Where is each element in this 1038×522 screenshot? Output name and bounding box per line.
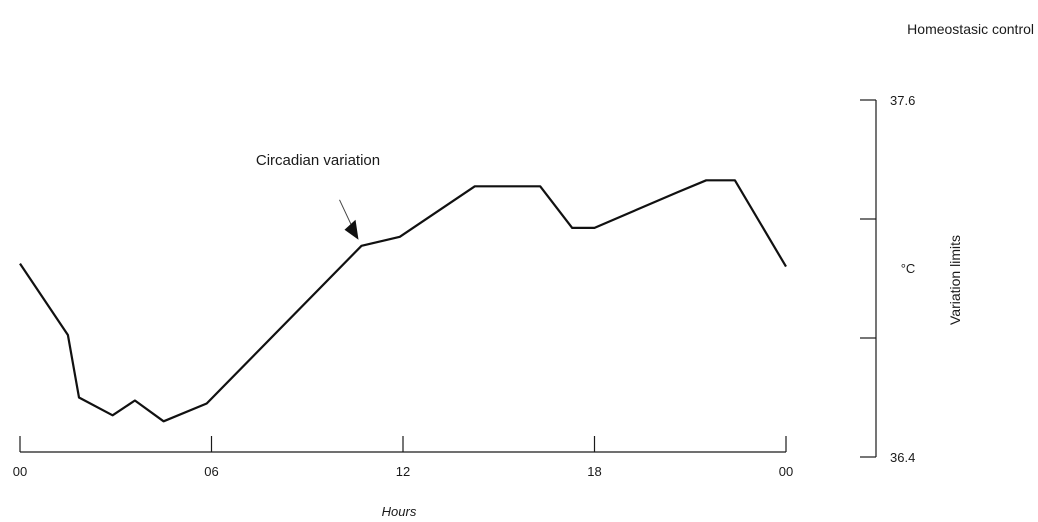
- circadian-annotation: Circadian variation: [256, 152, 380, 240]
- x-axis: 00 06 12 18 00: [13, 436, 793, 479]
- x-tick-label: 06: [204, 464, 218, 479]
- annotation-label: Circadian variation: [256, 152, 380, 169]
- annotation-arrowhead: [344, 219, 359, 240]
- y-axis: 36.4 37.6: [860, 93, 915, 465]
- y-tick-label: 36.4: [890, 450, 915, 465]
- x-axis-label: Hours: [382, 504, 417, 519]
- y-unit-label: °C: [901, 261, 916, 276]
- y-tick-label: 37.6: [890, 93, 915, 108]
- x-tick-label: 00: [779, 464, 793, 479]
- x-tick-label: 00: [13, 464, 27, 479]
- x-tick-label: 12: [396, 464, 410, 479]
- y-axis-label: Variation limits: [947, 235, 963, 325]
- x-tick-label: 18: [587, 464, 601, 479]
- temperature-series-line: [19, 179, 787, 423]
- chart-title: Homeostasic control: [907, 21, 1034, 37]
